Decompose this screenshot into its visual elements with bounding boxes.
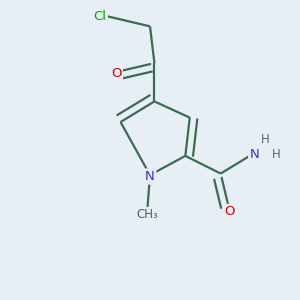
Text: O: O bbox=[111, 67, 122, 80]
Text: O: O bbox=[224, 206, 235, 218]
Text: CH₃: CH₃ bbox=[136, 208, 158, 221]
Text: Cl: Cl bbox=[93, 10, 106, 22]
Text: H: H bbox=[272, 148, 281, 161]
Text: N: N bbox=[145, 170, 155, 183]
Text: H: H bbox=[260, 133, 269, 146]
Text: N: N bbox=[250, 148, 260, 161]
